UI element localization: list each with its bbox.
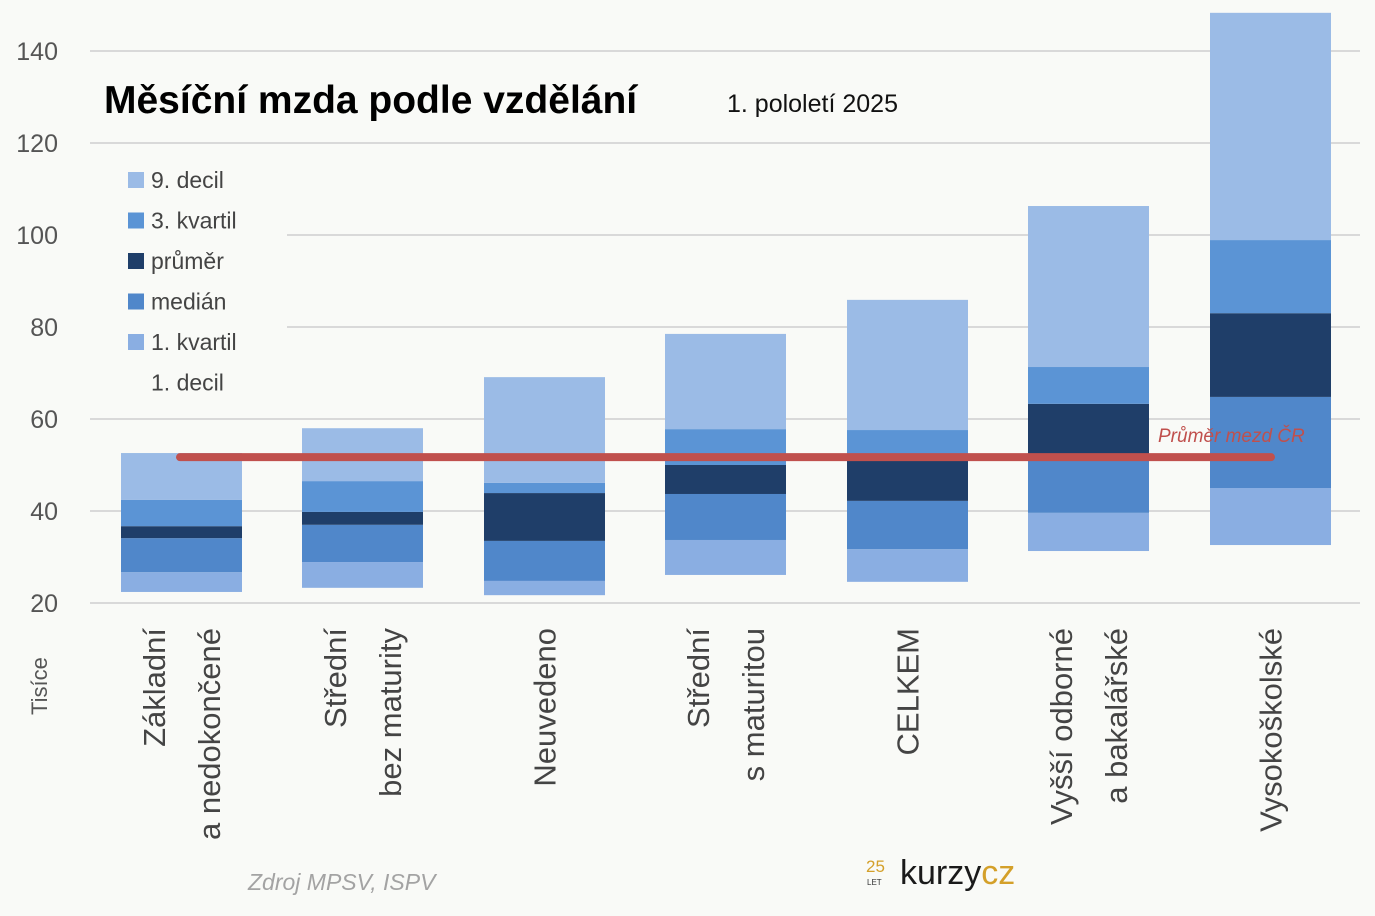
bar-segment-3-kvartil bbox=[484, 482, 605, 494]
bar-segment-pr-m-r bbox=[484, 493, 605, 541]
y-axis-unit-label: Tisíce bbox=[27, 657, 52, 715]
x-tick-label-line: bez maturity bbox=[373, 628, 408, 797]
legend-swatch bbox=[128, 334, 144, 350]
legend-label: 1. kvartil bbox=[151, 329, 237, 355]
y-tick-label: 60 bbox=[30, 406, 58, 434]
bar-segment-3-kvartil bbox=[1210, 240, 1331, 314]
x-tick-label-line: Základní bbox=[137, 628, 172, 747]
bars bbox=[121, 12, 1331, 596]
x-tick-label: Základní a nedokončené bbox=[137, 628, 227, 840]
chart-title: Měsíční mzda podle vzdělání bbox=[104, 79, 638, 122]
logo-wordmark: kurzycz bbox=[900, 854, 1015, 892]
legend-item: 1. kvartil bbox=[128, 329, 237, 355]
y-tick-label: 80 bbox=[30, 314, 58, 342]
legend-swatch bbox=[128, 293, 144, 310]
bar-segment-pr-m-r bbox=[665, 465, 786, 494]
bar-segment-pr-m-r bbox=[1028, 403, 1149, 459]
x-tick-label: Střední bez maturity bbox=[318, 628, 408, 797]
legend-item: 9. decil bbox=[128, 167, 224, 193]
bar-segment-1-kvartil bbox=[665, 539, 786, 575]
bar-segment-9-decil bbox=[665, 333, 786, 430]
bar-segment-3-kvartil bbox=[1028, 367, 1149, 404]
bar-segment-medi-n bbox=[302, 524, 423, 563]
legend-label: 1. decil bbox=[151, 370, 224, 396]
bar-segment-3-kvartil bbox=[847, 430, 968, 456]
y-axis-ticks: 20 40 60 80 100 120 140 bbox=[16, 38, 58, 618]
bar-segment-3-kvartil bbox=[121, 499, 242, 527]
bar-segment-medi-n bbox=[665, 493, 786, 540]
bar-segment-9-decil bbox=[1210, 12, 1331, 241]
legend-label: 3. kvartil bbox=[151, 208, 237, 234]
x-tick-label: Neuvedeno bbox=[528, 628, 563, 787]
kurzy-logo: 25 LET kurzycz bbox=[866, 854, 1015, 892]
bar-segment-1-kvartil bbox=[484, 580, 605, 596]
legend-swatch bbox=[128, 172, 144, 188]
y-tick-label: 120 bbox=[16, 130, 58, 158]
y-tick-label: 100 bbox=[16, 222, 58, 250]
legend-item: 1. decil bbox=[151, 370, 224, 396]
legend-label: 9. decil bbox=[151, 167, 224, 193]
legend-label: medián bbox=[151, 289, 226, 315]
bar-segment-medi-n bbox=[1028, 458, 1149, 513]
bar-segment-1-kvartil bbox=[1210, 488, 1331, 546]
y-tick-label: 140 bbox=[16, 38, 58, 66]
x-tick-label-line: CELKEM bbox=[891, 628, 926, 755]
x-tick-label-line: Vyšší odborné bbox=[1044, 628, 1079, 825]
bar-segment-medi-n bbox=[121, 538, 242, 573]
x-tick-label-line: a bakalářské bbox=[1099, 628, 1134, 804]
legend-item: průměr bbox=[128, 248, 224, 274]
x-tick-label-line: a nedokončené bbox=[192, 628, 227, 840]
bar-segment-9-decil bbox=[484, 377, 605, 483]
bar-segment-medi-n bbox=[484, 540, 605, 581]
bar-segment-medi-n bbox=[847, 500, 968, 550]
x-tick-label-line: Vysokoškolské bbox=[1254, 628, 1289, 832]
reference-line-group: Průměr mezd ČR bbox=[176, 425, 1305, 462]
bar-segment-9-decil bbox=[847, 299, 968, 431]
bar-segment-1-kvartil bbox=[121, 572, 242, 592]
legend: 9. decil 3. kvartil průměr medián 1. kvartil… bbox=[128, 167, 237, 396]
x-tick-label-line: Neuvedeno bbox=[528, 628, 563, 787]
source-note: Zdroj MPSV, ISPV bbox=[247, 869, 438, 895]
x-axis-labels: Základní a nedokončené Střední bez maturity… bbox=[137, 628, 1289, 841]
x-tick-label-line: s maturitou bbox=[736, 628, 771, 781]
bar-segment-3-kvartil bbox=[302, 481, 423, 512]
x-tick-label-line: Střední bbox=[681, 628, 716, 728]
bar-segment-1-kvartil bbox=[302, 562, 423, 588]
legend-swatch bbox=[128, 253, 144, 269]
y-tick-label: 20 bbox=[30, 590, 58, 618]
bar-segment-pr-m-r bbox=[121, 526, 242, 539]
legend-item: medián bbox=[128, 289, 226, 315]
bar-segment-pr-m-r bbox=[302, 511, 423, 525]
bar-segment-medi-n bbox=[1210, 396, 1331, 488]
legend-item: 3. kvartil bbox=[128, 208, 237, 234]
bar-segment-1-kvartil bbox=[847, 549, 968, 582]
logo-number: 25 bbox=[866, 857, 885, 876]
bar-segment-1-kvartil bbox=[1028, 512, 1149, 552]
bar-segment-pr-m-r bbox=[1210, 313, 1331, 397]
x-tick-label: Střední s maturitou bbox=[681, 628, 771, 782]
logo-let: LET bbox=[867, 878, 882, 887]
bar-segment-pr-m-r bbox=[847, 455, 968, 501]
x-tick-label-line: Střední bbox=[318, 628, 353, 728]
y-tick-label: 40 bbox=[30, 498, 58, 526]
legend-swatch bbox=[128, 212, 144, 229]
x-tick-label: Vyšší odborné a bakalářské bbox=[1044, 628, 1134, 825]
x-tick-label: Vysokoškolské bbox=[1254, 628, 1289, 832]
legend-label: průměr bbox=[151, 248, 224, 274]
chart-subtitle: 1. pololetí 2025 bbox=[727, 90, 898, 118]
bar-segment-9-decil bbox=[1028, 206, 1149, 368]
x-tick-label: CELKEM bbox=[891, 628, 926, 755]
reference-line-label: Průměr mezd ČR bbox=[1158, 425, 1305, 447]
